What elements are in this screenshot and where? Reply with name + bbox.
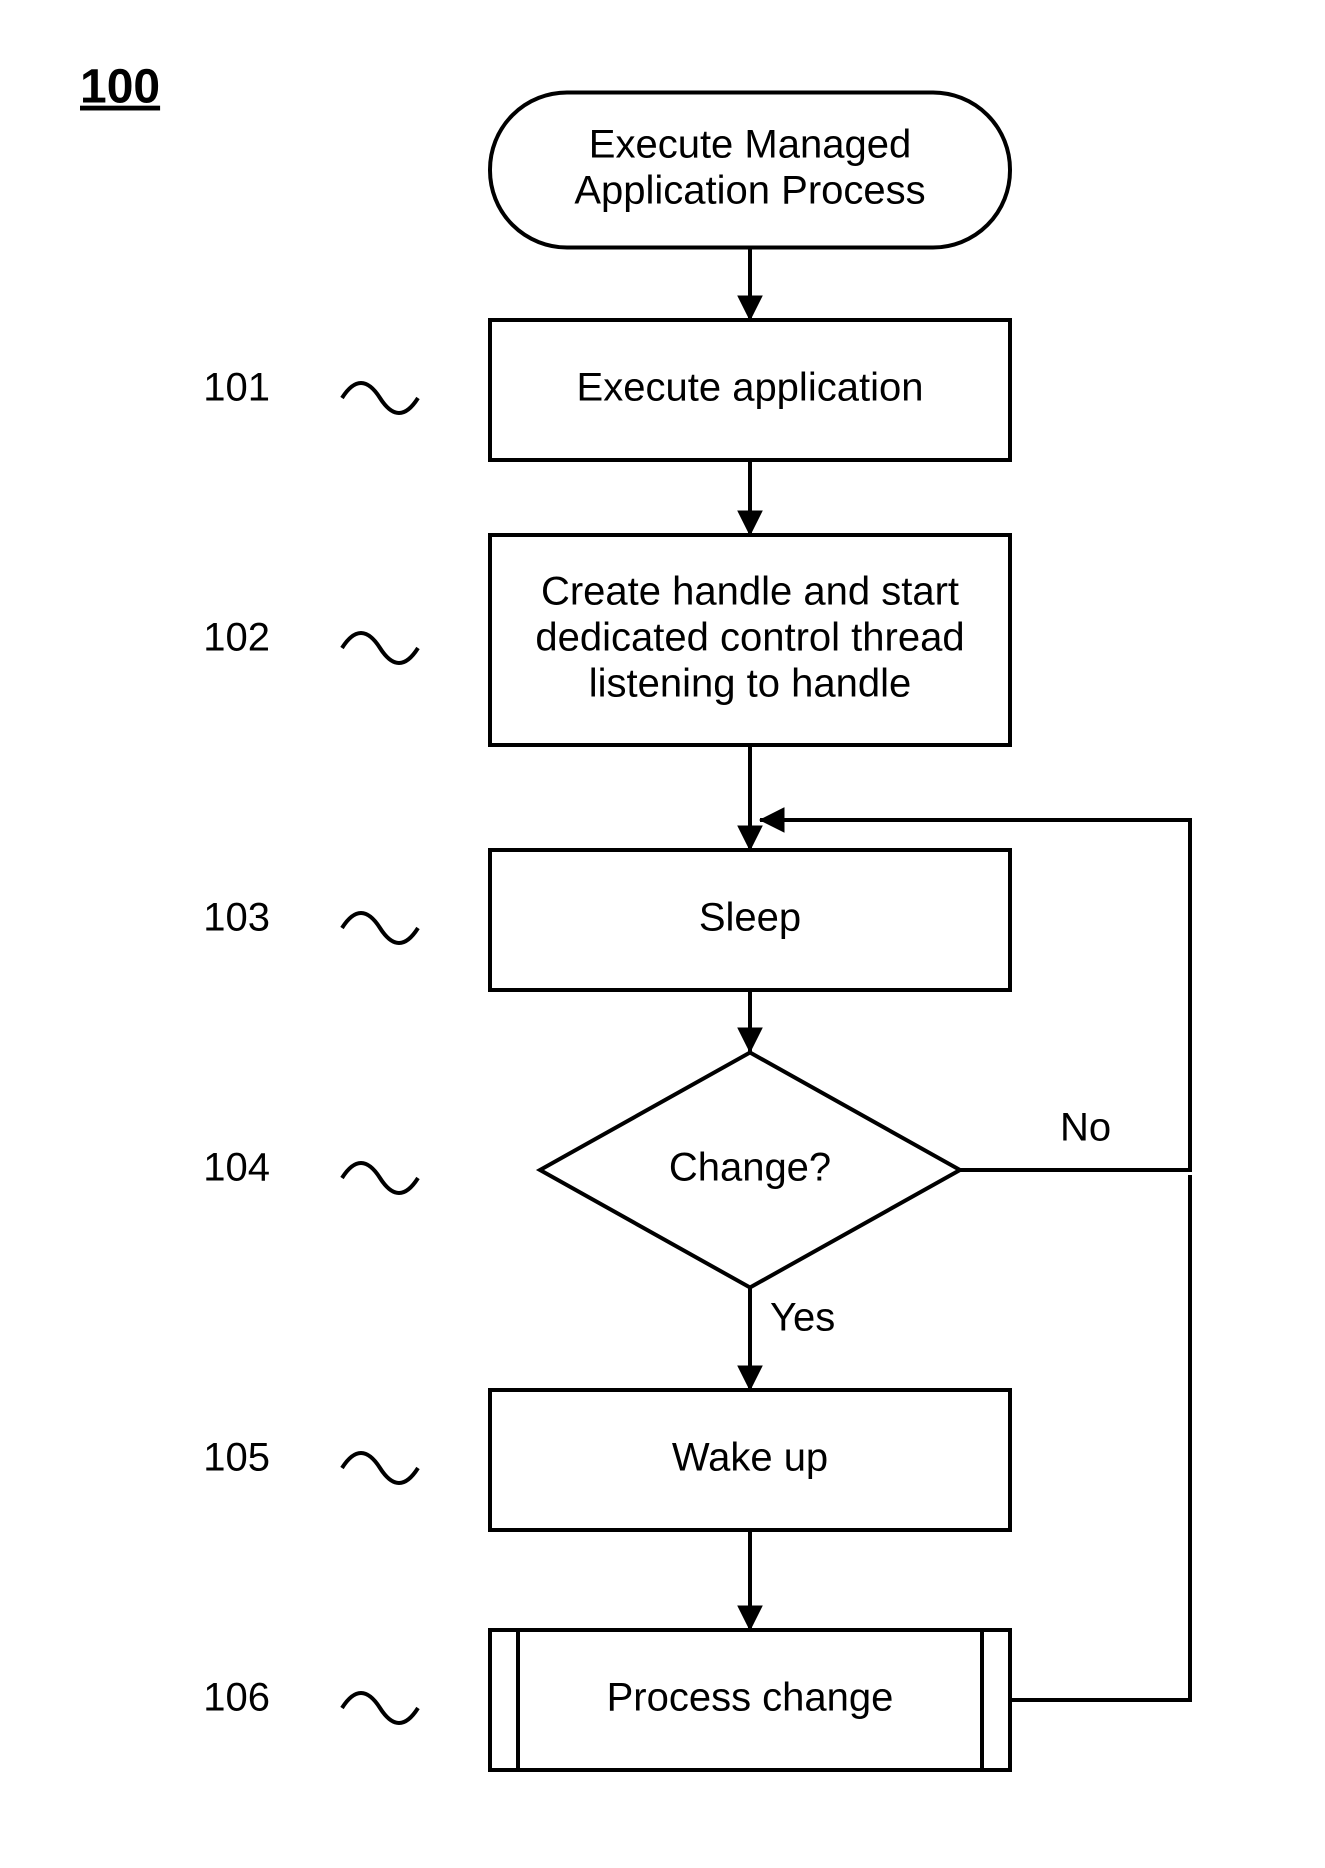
arrowhead xyxy=(738,826,762,850)
node-text: Application Process xyxy=(574,169,925,213)
arrowhead xyxy=(738,1606,762,1630)
arrowhead xyxy=(738,1366,762,1390)
arrowhead xyxy=(738,511,762,535)
node-text: Change? xyxy=(669,1146,831,1190)
node-start: Execute ManagedApplication Process xyxy=(490,93,1010,248)
node-text: Execute application xyxy=(577,366,924,410)
arrowhead xyxy=(760,808,784,832)
ref-tick xyxy=(342,1693,418,1723)
node-ref-number: 104 xyxy=(203,1146,270,1190)
node-n106: Process change 106 xyxy=(203,1630,1010,1770)
edge-label: No xyxy=(1060,1106,1111,1150)
node-ref-number: 102 xyxy=(203,616,270,660)
node-ref-number: 105 xyxy=(203,1436,270,1480)
node-n101: Execute application 101 xyxy=(203,320,1010,460)
node-ref-number: 101 xyxy=(203,366,270,410)
node-text: Wake up xyxy=(672,1436,828,1480)
node-ref-number: 106 xyxy=(203,1676,270,1720)
ref-tick xyxy=(342,633,418,663)
node-text: Execute Managed xyxy=(589,123,911,167)
arrowhead xyxy=(738,1028,762,1052)
node-n104: Change? 104 xyxy=(203,1053,960,1288)
node-text: Sleep xyxy=(699,896,801,940)
node-text: listening to handle xyxy=(589,662,911,706)
flowchart-nodes: Execute ManagedApplication ProcessExecut… xyxy=(203,93,1010,1771)
arrowhead xyxy=(738,296,762,320)
ref-tick xyxy=(342,913,418,943)
ref-tick xyxy=(342,1163,418,1193)
node-n103: Sleep 103 xyxy=(203,850,1010,990)
node-n105: Wake up 105 xyxy=(203,1390,1010,1530)
edge-label: Yes xyxy=(770,1296,835,1340)
node-text: Create handle and start xyxy=(541,570,959,614)
ref-tick xyxy=(342,1453,418,1483)
figure-number: 100 xyxy=(80,61,160,114)
edge xyxy=(1010,1175,1190,1700)
node-text: Process change xyxy=(607,1676,894,1720)
ref-tick xyxy=(342,383,418,413)
node-n102: Create handle and startdedicated control… xyxy=(203,535,1010,745)
node-text: dedicated control thread xyxy=(535,616,964,660)
node-ref-number: 103 xyxy=(203,896,270,940)
